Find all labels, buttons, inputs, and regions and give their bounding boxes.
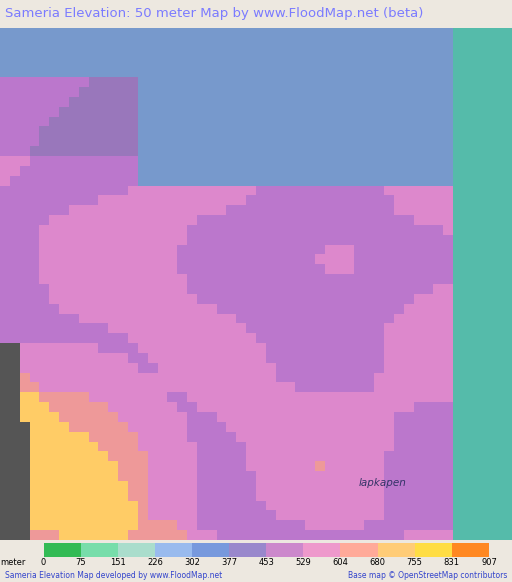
Bar xyxy=(44,543,81,556)
Text: 0: 0 xyxy=(41,558,46,567)
Text: 529: 529 xyxy=(295,558,311,567)
Text: 302: 302 xyxy=(184,558,200,567)
Bar xyxy=(192,543,229,556)
Text: Base map © OpenStreetMap contributors: Base map © OpenStreetMap contributors xyxy=(348,571,507,580)
Text: Sameria Elevation: 50 meter Map by www.FloodMap.net (beta): Sameria Elevation: 50 meter Map by www.F… xyxy=(5,8,423,20)
Text: 377: 377 xyxy=(221,558,237,567)
Bar xyxy=(229,543,266,556)
Bar xyxy=(377,543,415,556)
Bar xyxy=(452,543,489,556)
Text: 453: 453 xyxy=(258,558,274,567)
Bar xyxy=(155,543,192,556)
Bar xyxy=(81,543,118,556)
Text: Sameria Elevation Map developed by www.FloodMap.net: Sameria Elevation Map developed by www.F… xyxy=(5,571,222,580)
Text: 151: 151 xyxy=(110,558,125,567)
Bar xyxy=(303,543,340,556)
Text: lapkapen: lapkapen xyxy=(358,478,407,488)
Text: 75: 75 xyxy=(75,558,86,567)
Text: 755: 755 xyxy=(407,558,423,567)
Text: 907: 907 xyxy=(481,558,497,567)
Text: 680: 680 xyxy=(370,558,386,567)
Text: 604: 604 xyxy=(332,558,349,567)
Bar xyxy=(266,543,303,556)
Bar xyxy=(118,543,155,556)
Text: meter: meter xyxy=(0,558,26,567)
Bar xyxy=(415,543,452,556)
Bar xyxy=(340,543,377,556)
Text: 831: 831 xyxy=(444,558,460,567)
Text: 226: 226 xyxy=(147,558,163,567)
